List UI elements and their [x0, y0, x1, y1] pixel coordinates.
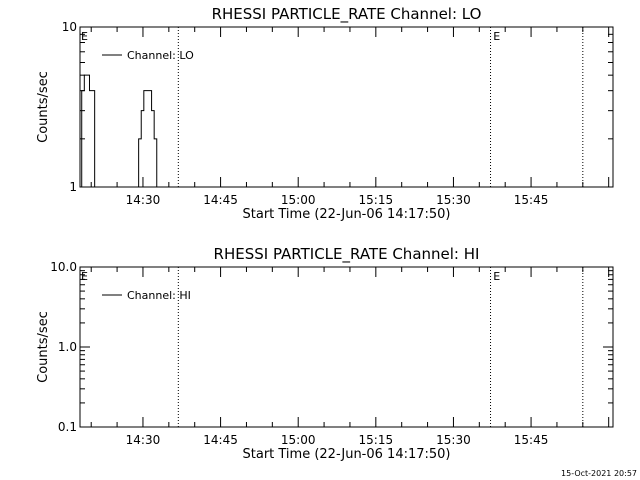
x-tick-label: 15:45 — [514, 433, 549, 447]
x-tick-label: 15:15 — [359, 433, 394, 447]
y-tick-label: 1 — [69, 180, 77, 194]
x-tick-label: 15:00 — [281, 193, 316, 207]
event-marker-label: E — [81, 30, 88, 43]
event-marker-label: E — [493, 270, 500, 283]
plot-timestamp: 15-Oct-2021 20:57 — [561, 469, 637, 478]
x-tick-label: 15:45 — [514, 193, 549, 207]
x-tick-label: 14:30 — [126, 193, 161, 207]
legend-entry: Channel: LO — [127, 49, 194, 62]
y-tick-label: 0.1 — [58, 420, 77, 434]
x-axis-label: Start Time (22-Jun-06 14:17:50) — [243, 447, 451, 462]
chart-title: RHESSI PARTICLE_RATE Channel: HI — [214, 245, 480, 264]
legend-entry: Channel: HI — [127, 289, 191, 302]
x-axis-label: Start Time (22-Jun-06 14:17:50) — [243, 207, 451, 222]
x-tick-label: 15:15 — [359, 193, 394, 207]
x-tick-label: 14:30 — [126, 433, 161, 447]
plot-frame — [79, 26, 614, 188]
x-tick-label: 15:30 — [436, 193, 471, 207]
x-tick-label: 14:45 — [203, 193, 238, 207]
y-axis-label: Counts/sec — [36, 71, 51, 143]
series-line-0 — [80, 74, 160, 188]
chart-title: RHESSI PARTICLE_RATE Channel: LO — [212, 5, 482, 24]
y-axis-label: Counts/sec — [36, 311, 51, 383]
y-tick-label: 1.0 — [58, 340, 77, 354]
x-tick-label: 15:30 — [436, 433, 471, 447]
event-marker-label: E — [493, 30, 500, 43]
y-tick-label: 10.0 — [50, 260, 77, 274]
hi-channel-panel: RHESSI PARTICLE_RATE Channel: HI 0.1 1.0 10… — [36, 245, 614, 462]
x-tick-label: 14:45 — [203, 433, 238, 447]
y-tick-label: 10 — [62, 20, 77, 34]
lo-channel-panel: RHESSI PARTICLE_RATE Channel: LO 1 10 14:30… — [36, 5, 614, 222]
x-tick-label: 15:00 — [281, 433, 316, 447]
event-marker-label: E — [81, 270, 88, 283]
